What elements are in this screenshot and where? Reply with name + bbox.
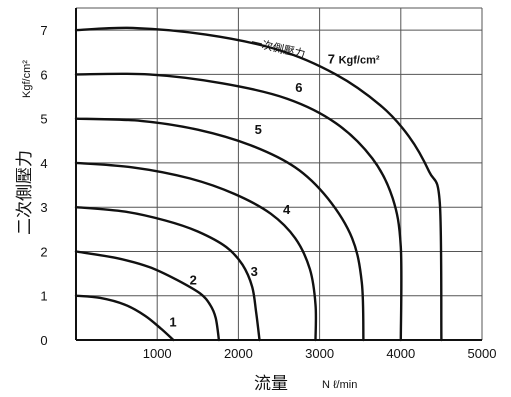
x-axis-title: 流量 xyxy=(254,374,288,394)
curve-label-3: 3 xyxy=(251,264,258,279)
annotation-primary-pressure: 一次側壓力 xyxy=(250,35,307,61)
series-curve-1 xyxy=(74,294,175,342)
y-tick-label: 3 xyxy=(40,200,47,215)
annotation-unit: 7 Kgf/cm² xyxy=(328,51,380,66)
curves xyxy=(74,26,443,342)
curve-label-6: 6 xyxy=(295,80,302,95)
series-curve-3 xyxy=(74,206,261,342)
series-curve-7 xyxy=(74,26,443,342)
y-tick-label: 5 xyxy=(40,112,47,127)
axes: 1000 2000 3000 4000 5000 0 1 2 3 4 5 6 7 xyxy=(40,8,496,361)
series-curve-4 xyxy=(74,161,318,342)
curve-label-2: 2 xyxy=(190,273,197,288)
y-tick-label: 4 xyxy=(40,156,47,171)
series-curve-6 xyxy=(74,72,403,342)
x-tick-label: 5000 xyxy=(468,346,497,361)
y-tick-label: 0 xyxy=(40,333,47,348)
grid xyxy=(76,7,483,340)
x-axis-unit: N ℓ/min xyxy=(322,379,357,391)
curve-label-1: 1 xyxy=(169,315,176,330)
y-tick-label: 7 xyxy=(40,23,47,38)
x-tick-label: 2000 xyxy=(224,346,253,361)
y-tick-label: 2 xyxy=(40,244,47,259)
curve-label-4: 4 xyxy=(283,202,291,217)
y-axis-title: 二次側壓力 xyxy=(15,150,35,235)
y-tick-label: 6 xyxy=(40,67,47,82)
series-curve-5 xyxy=(74,117,365,342)
x-tick-label: 4000 xyxy=(386,346,415,361)
x-tick-label: 1000 xyxy=(143,346,172,361)
curve-label-5: 5 xyxy=(255,122,262,137)
series-curve-2 xyxy=(74,250,221,342)
y-axis-unit: Kgf/cm² xyxy=(21,60,33,98)
y-tick-label: 1 xyxy=(40,289,47,304)
x-tick-label: 3000 xyxy=(305,346,334,361)
